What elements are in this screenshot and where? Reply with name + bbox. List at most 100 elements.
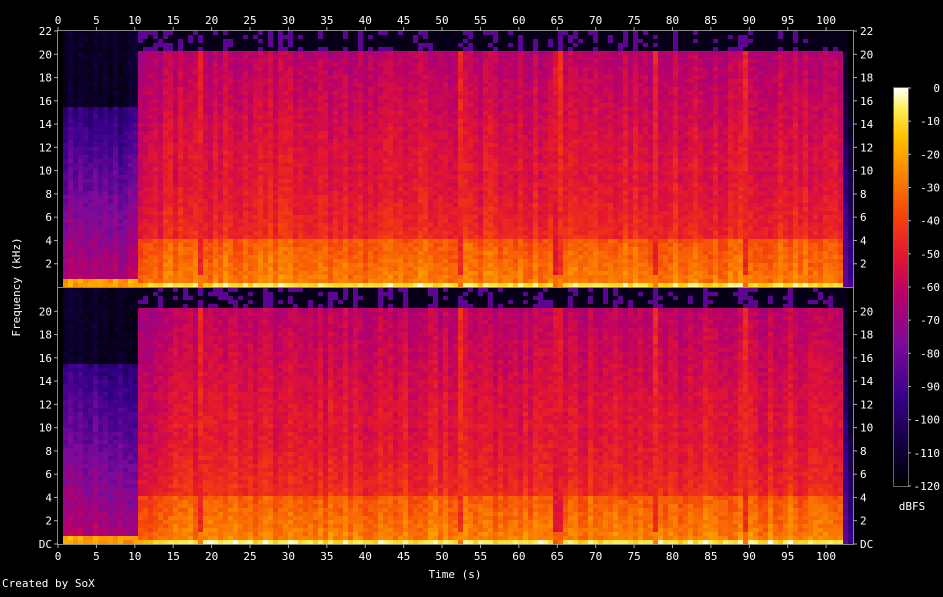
spectrogram-cell (338, 235, 343, 239)
spectrogram-cell (398, 139, 403, 143)
spectrogram-cell (318, 155, 323, 159)
spectrogram-cell (228, 207, 233, 211)
spectrogram-cell (298, 103, 303, 107)
spectrogram-cell (173, 231, 178, 235)
spectrogram-cell (413, 251, 418, 255)
spectrogram-cell (113, 259, 118, 263)
spectrogram-cell (198, 251, 203, 255)
spectrogram-cell (428, 123, 433, 127)
spectrogram-cell (248, 67, 253, 71)
spectrogram-cell (403, 127, 408, 131)
spectrogram-cell (403, 123, 408, 127)
spectrogram-cell (68, 99, 73, 103)
spectrogram-cell (213, 283, 218, 287)
spectrogram-cell (173, 123, 178, 127)
spectrogram-cell (103, 239, 108, 243)
spectrogram-cell (103, 251, 108, 255)
spectrogram-cell (443, 115, 448, 119)
spectrogram-cell (98, 167, 103, 171)
spectrogram-cell (443, 223, 448, 227)
spectrogram-cell (238, 247, 243, 251)
spectrogram-cell (263, 223, 268, 227)
spectrogram-cell (388, 191, 393, 195)
spectrogram-cell (233, 191, 238, 195)
spectrogram-cell (148, 283, 153, 287)
spectrogram-cell (248, 91, 253, 95)
spectrogram-cell (218, 71, 223, 75)
spectrogram-cell (368, 283, 373, 287)
spectrogram-cell (193, 199, 198, 203)
spectrogram-cell (218, 199, 223, 203)
spectrogram-cell (438, 115, 443, 119)
spectrogram-cell (318, 67, 323, 71)
spectrogram-cell (428, 283, 433, 287)
spectrogram-cell (423, 103, 428, 107)
spectrogram-cell (378, 63, 383, 67)
spectrogram-cell (193, 171, 198, 175)
spectrogram-cell (73, 35, 78, 39)
spectrogram-cell (68, 143, 73, 147)
spectrogram-cell (358, 239, 363, 243)
spectrogram-cell (213, 63, 218, 67)
spectrogram-cell (173, 111, 178, 115)
spectrogram-cell (323, 115, 328, 119)
spectrogram-cell (343, 83, 348, 87)
spectrogram-cell (168, 135, 173, 139)
spectrogram-cell (193, 115, 198, 119)
spectrogram-cell (138, 99, 143, 103)
spectrogram-cell (268, 151, 273, 155)
spectrogram-cell (218, 39, 223, 43)
spectrogram-cell (188, 207, 193, 211)
spectrogram-cell (443, 143, 448, 147)
spectrogram-cell (138, 75, 143, 79)
spectrogram-cell (213, 275, 218, 279)
spectrogram-cell (388, 283, 393, 287)
spectrogram-cell (238, 159, 243, 163)
spectrogram-cell (248, 251, 253, 255)
spectrogram-cell (308, 259, 313, 263)
spectrogram-cell (273, 191, 278, 195)
spectrogram-cell (353, 79, 358, 83)
spectrogram-cell (178, 211, 183, 215)
spectrogram-cell (388, 279, 393, 283)
spectrogram-cell (428, 51, 433, 55)
spectrogram-cell (253, 135, 258, 139)
spectrogram-cell (333, 191, 338, 195)
spectrogram-cell (293, 203, 298, 207)
spectrogram-cell (58, 107, 63, 111)
spectrogram-cell (293, 283, 298, 287)
spectrogram-cell (158, 267, 163, 271)
spectrogram-cell (163, 163, 168, 167)
spectrogram-cell (208, 107, 213, 111)
spectrogram-cell (168, 247, 173, 251)
spectrogram-cell (318, 247, 323, 251)
spectrogram-cell (303, 55, 308, 59)
spectrogram-cell (413, 87, 418, 91)
spectrogram-cell (203, 43, 208, 47)
spectrogram-cell (413, 155, 418, 159)
spectrogram-cell (288, 223, 293, 227)
spectrogram-cell (443, 95, 448, 99)
spectrogram-cell (143, 147, 148, 151)
spectrogram-cell (118, 79, 123, 83)
spectrogram-cell (408, 239, 413, 243)
spectrogram-cell (238, 171, 243, 175)
spectrogram-cell (98, 239, 103, 243)
spectrogram-cell (438, 219, 443, 223)
spectrogram-cell (153, 147, 158, 151)
spectrogram-cell (363, 283, 368, 287)
spectrogram-cell (68, 111, 73, 115)
spectrogram-cell (403, 155, 408, 159)
spectrogram-cell (353, 179, 358, 183)
spectrogram-cell (343, 211, 348, 215)
spectrogram-cell (113, 235, 118, 239)
spectrogram-cell (63, 131, 68, 135)
spectrogram-cell (438, 251, 443, 255)
spectrogram-cell (73, 255, 78, 259)
spectrogram-cell (248, 95, 253, 99)
spectrogram-cell (163, 219, 168, 223)
spectrogram-cell (353, 51, 358, 55)
spectrogram-cell (378, 223, 383, 227)
spectrogram-cell (133, 107, 138, 111)
spectrogram-cell (233, 127, 238, 131)
